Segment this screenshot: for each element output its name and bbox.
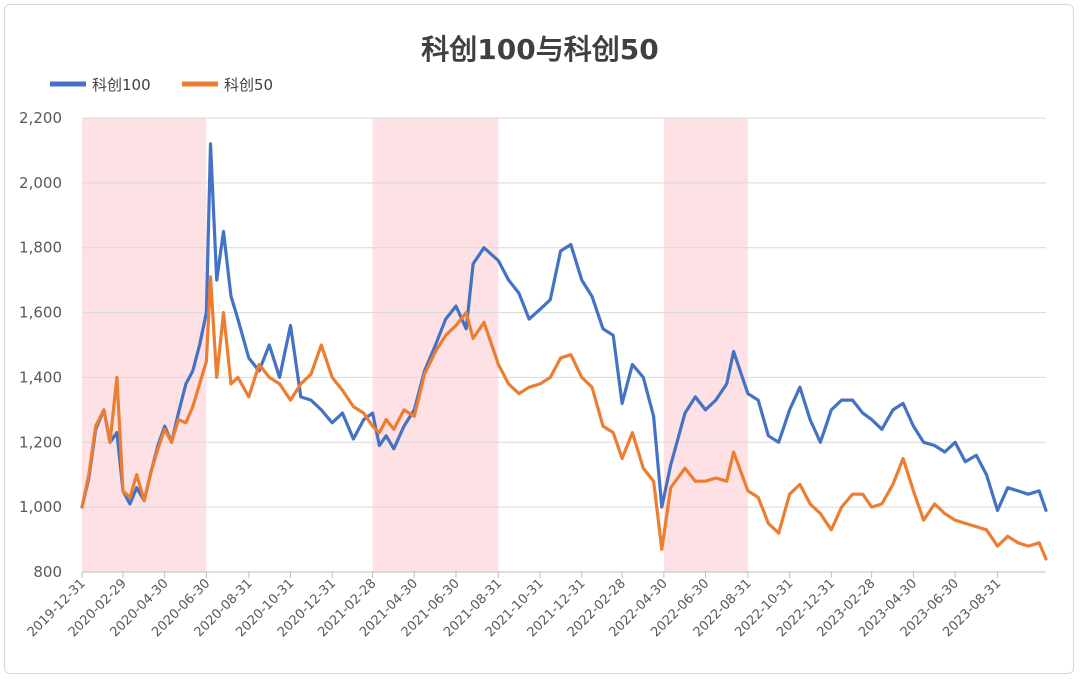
shaded-period-1 (82, 118, 207, 572)
series-line-kechuang50 (80, 275, 1048, 561)
y-tick-label: 2,200 (19, 109, 62, 127)
y-tick-label: 1,200 (19, 433, 62, 451)
series-lines (80, 142, 1048, 561)
legend: 科创100 科创50 (50, 76, 273, 94)
shaded-periods (82, 118, 748, 572)
y-tick-label: 1,600 (19, 304, 62, 322)
legend-label-kechuang100: 科创100 (92, 76, 151, 94)
y-tick-label: 800 (33, 563, 62, 581)
legend-label-kechuang50: 科创50 (224, 76, 273, 94)
series-line-kechuang100 (80, 142, 1048, 512)
chart-title: 科创100与科创50 (421, 33, 659, 66)
y-tick-label: 2,000 (19, 174, 62, 192)
y-tick-label: 1,400 (19, 368, 62, 386)
y-tick-label: 1,800 (19, 239, 62, 257)
y-tick-label: 1,000 (19, 498, 62, 516)
shaded-period-3 (663, 118, 748, 572)
